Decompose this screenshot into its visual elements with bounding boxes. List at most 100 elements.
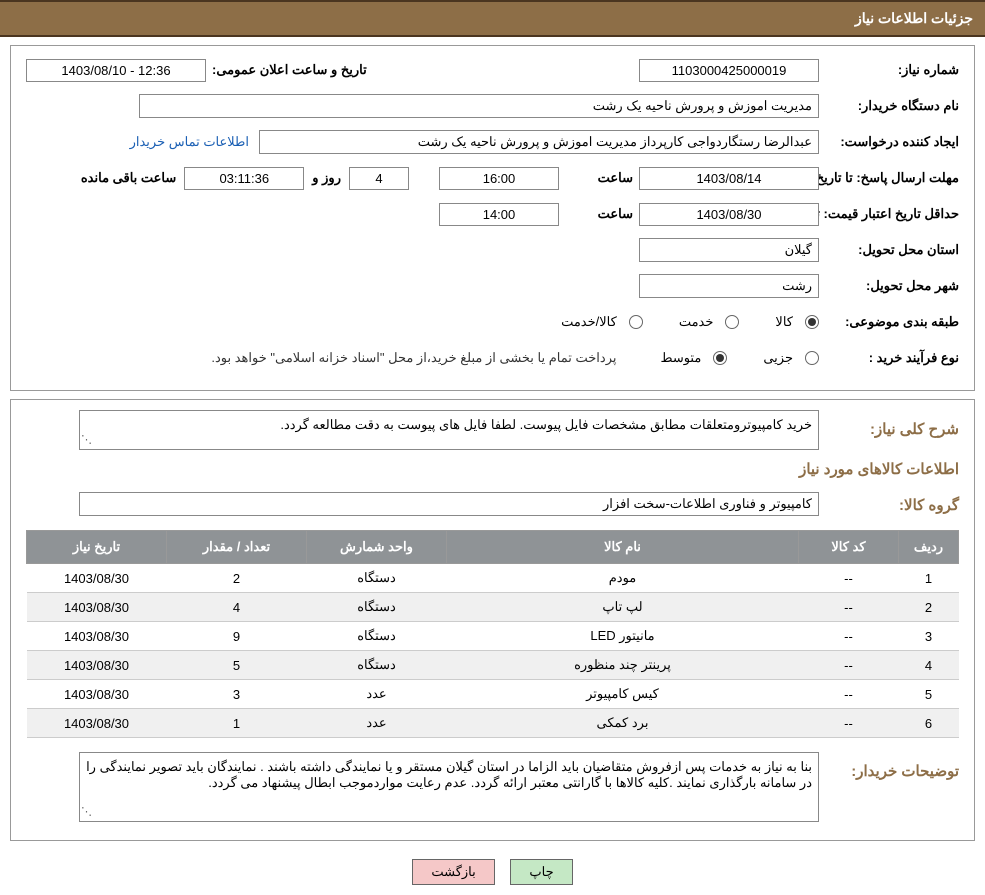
table-cell: مودم [447,564,799,593]
table-cell: کیس کامپیوتر [447,680,799,709]
table-cell: -- [799,564,899,593]
table-cell: 1403/08/30 [27,651,167,680]
resize-handle-icon[interactable]: ⋰ [81,805,92,818]
goods-section-title: اطلاعات کالاهای مورد نیاز [26,460,959,478]
reply-date-field: 1403/08/14 [639,167,819,190]
need-desc-textarea: خرید کامپیوترومتعلقات مطابق مشخصات فایل … [79,410,819,450]
buyer-org-label: نام دستگاه خریدار: [819,98,959,114]
radio-medium[interactable] [713,351,727,365]
category-radio-group: کالا خدمت کالا/خدمت [561,314,819,330]
table-cell: 1403/08/30 [27,622,167,651]
th-qty: تعداد / مقدار [167,531,307,564]
delivery-province-field: گیلان [639,238,819,262]
buyer-notes-textarea: بنا به نیاز به خدمات پس ازفروش متقاضیان … [79,752,819,822]
table-cell: -- [799,651,899,680]
table-cell: 3 [899,622,959,651]
cat-both-label: کالا/خدمت [561,314,617,330]
table-cell: -- [799,622,899,651]
details-section: شرح کلی نیاز: خرید کامپیوترومتعلقات مطاب… [10,399,975,841]
table-cell: 1403/08/30 [27,564,167,593]
delivery-city-field: رشت [639,274,819,298]
table-cell: دستگاه [307,622,447,651]
radio-both[interactable] [629,315,643,329]
requester-field: عبدالرضا رستگاردواجی کارپرداز مدیریت امو… [259,130,819,154]
th-name: نام کالا [447,531,799,564]
table-cell: -- [799,593,899,622]
table-row: 4--پرینتر چند منظورهدستگاه51403/08/30 [27,651,959,680]
time-label-1: ساعت [559,170,639,186]
table-cell: برد کمکی [447,709,799,738]
contact-link[interactable]: اطلاعات تماس خریدار [130,134,249,150]
delivery-city-label: شهر محل تحویل: [819,278,959,294]
table-row: 3--مانیتور LEDدستگاه91403/08/30 [27,622,959,651]
payment-note: پرداخت تمام یا بخشی از مبلغ خرید،از محل … [211,350,616,366]
need-number-field: 1103000425000019 [639,59,819,82]
price-time-field: 14:00 [439,203,559,226]
radio-khedmat[interactable] [725,315,739,329]
purchase-type-label: نوع فرآیند خرید : [819,350,959,366]
goods-group-label: گروه کالا: [819,496,959,514]
pt-medium-label: متوسط [660,350,701,366]
table-cell: دستگاه [307,593,447,622]
goods-group-field: کامپیوتر و فناوری اطلاعات-سخت افزار [79,492,819,516]
table-cell: 1 [899,564,959,593]
goods-table: ردیف کد کالا نام کالا واحد شمارش تعداد /… [26,530,959,738]
table-cell: 5 [167,651,307,680]
price-validity-label: حداقل تاریخ اعتبار قیمت: تا تاریخ: [819,206,959,223]
info-section: شماره نیاز: 1103000425000019 تاریخ و ساع… [10,45,975,391]
need-number-label: شماره نیاز: [819,62,959,78]
announce-label: تاریخ و ساعت اعلان عمومی: [206,62,367,78]
table-cell: لپ تاپ [447,593,799,622]
countdown-field: 03:11:36 [184,167,304,190]
table-cell: 5 [899,680,959,709]
table-cell: 4 [167,593,307,622]
table-cell: 4 [899,651,959,680]
days-field: 4 [349,167,409,190]
th-code: کد کالا [799,531,899,564]
buyer-org-field: مدیریت اموزش و پرورش ناحیه یک رشت [139,94,819,118]
table-cell: 1403/08/30 [27,709,167,738]
table-row: 5--کیس کامپیوترعدد31403/08/30 [27,680,959,709]
resize-handle-icon[interactable]: ⋰ [81,433,92,446]
table-cell: عدد [307,680,447,709]
table-cell: دستگاه [307,564,447,593]
table-cell: عدد [307,709,447,738]
remaining-label: ساعت باقی مانده [75,170,184,186]
table-cell: دستگاه [307,651,447,680]
radio-partial[interactable] [805,351,819,365]
table-cell: پرینتر چند منظوره [447,651,799,680]
time-label-2: ساعت [559,206,639,222]
cat-khedmat-label: خدمت [679,314,714,330]
table-cell: مانیتور LED [447,622,799,651]
th-date: تاریخ نیاز [27,531,167,564]
price-date-field: 1403/08/30 [639,203,819,226]
table-cell: 2 [167,564,307,593]
buyer-notes-label: توضیحات خریدار: [819,762,959,780]
cat-kala-label: کالا [775,314,793,330]
table-cell: 3 [167,680,307,709]
page-title: جزئیات اطلاعات نیاز [855,10,973,26]
table-cell: 1403/08/30 [27,593,167,622]
table-row: 1--مودمدستگاه21403/08/30 [27,564,959,593]
reply-deadline-label: مهلت ارسال پاسخ: تا تاریخ: [819,170,959,187]
print-button[interactable]: چاپ [510,859,572,885]
back-button[interactable]: بازگشت [412,859,494,885]
table-cell: 1 [167,709,307,738]
table-cell: 2 [899,593,959,622]
table-row: 6--برد کمکیعدد11403/08/30 [27,709,959,738]
table-cell: 6 [899,709,959,738]
days-and-label: روز و [304,170,349,186]
delivery-province-label: استان محل تحویل: [819,242,959,258]
reply-time-field: 16:00 [439,167,559,190]
category-label: طبقه بندی موضوعی: [819,314,959,330]
requester-label: ایجاد کننده درخواست: [819,134,959,150]
th-row: ردیف [899,531,959,564]
table-row: 2--لپ تاپدستگاه41403/08/30 [27,593,959,622]
table-cell: 1403/08/30 [27,680,167,709]
radio-kala[interactable] [805,315,819,329]
th-unit: واحد شمارش [307,531,447,564]
page-header: جزئیات اطلاعات نیاز [0,0,985,37]
button-row: چاپ بازگشت [0,849,985,895]
announce-value: 1403/08/10 - 12:36 [26,59,206,82]
table-cell: -- [799,680,899,709]
